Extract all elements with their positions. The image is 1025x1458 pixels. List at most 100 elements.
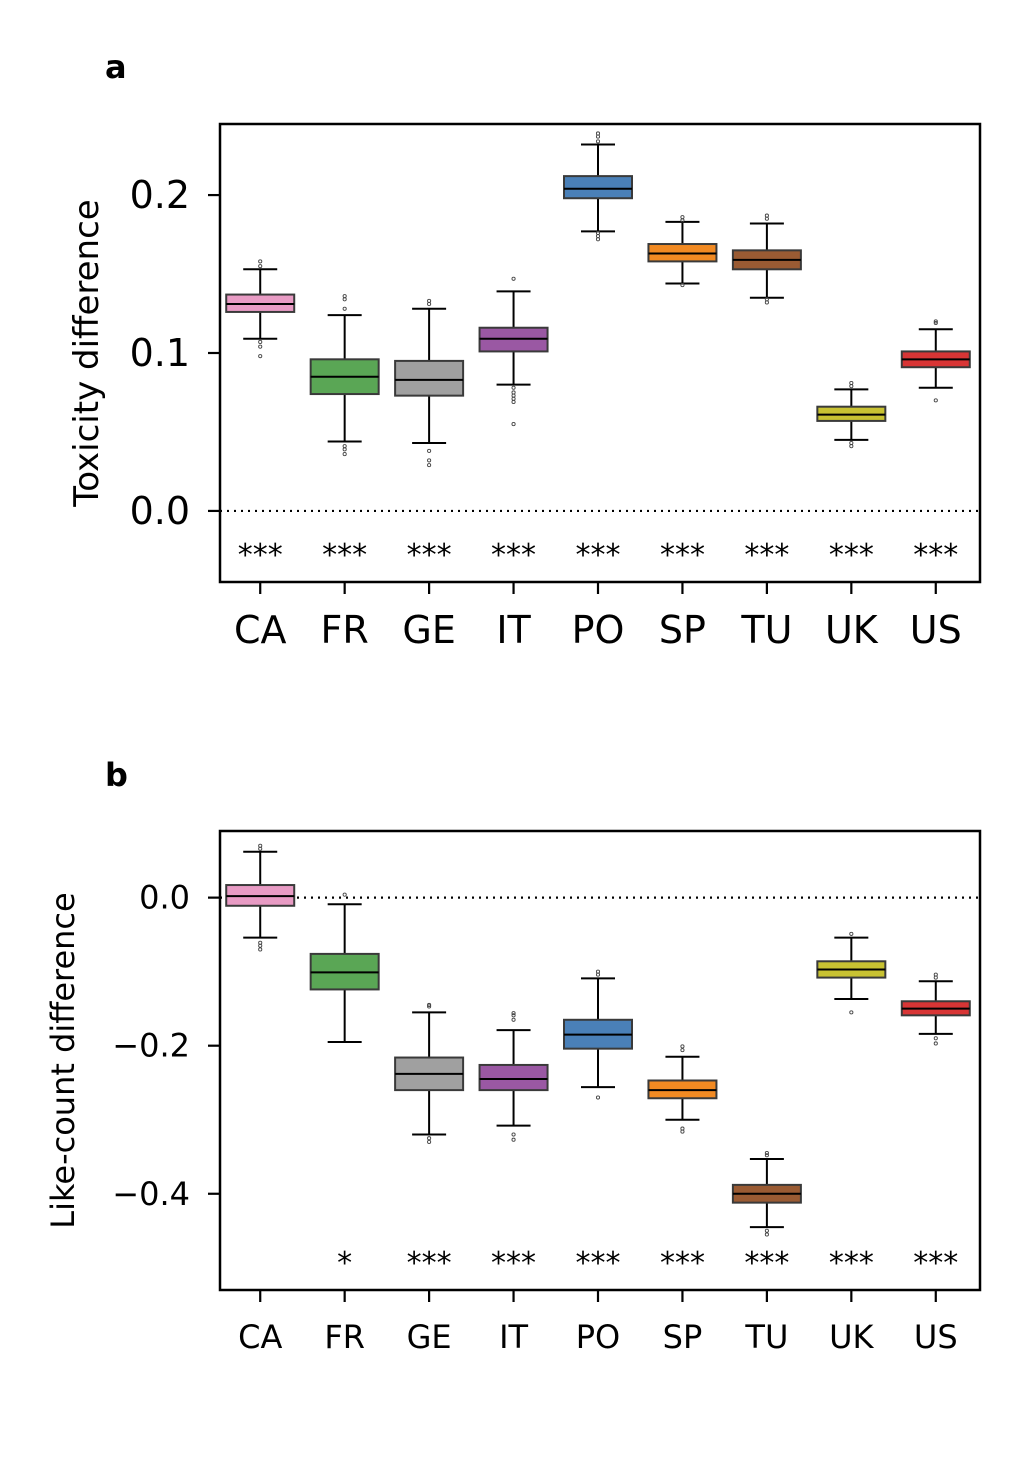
flier-point xyxy=(258,843,263,848)
flier-point xyxy=(595,230,601,236)
axes-frame xyxy=(218,829,982,1292)
flier-point xyxy=(595,1095,601,1100)
flier-point xyxy=(933,1036,938,1041)
significance-label: *** xyxy=(576,1246,621,1281)
box-body xyxy=(563,175,633,200)
box-body xyxy=(478,1063,549,1092)
flier-point xyxy=(680,283,685,288)
x-tick-label: IT xyxy=(499,1318,528,1356)
box-ge: *** xyxy=(394,1002,465,1281)
significance-label: *** xyxy=(491,1246,536,1281)
flier-point xyxy=(427,463,432,468)
flier-point xyxy=(849,931,854,936)
box-uk: *** xyxy=(816,931,887,1281)
x-tick-label: FR xyxy=(321,608,369,652)
x-tick-label: PO xyxy=(576,1318,620,1356)
significance-label: *** xyxy=(829,538,874,573)
flier-point xyxy=(342,306,347,311)
flier-point xyxy=(511,385,516,390)
panel-a-letter: a xyxy=(105,48,127,86)
x-tick-label: FR xyxy=(324,1318,365,1356)
flier-point xyxy=(933,319,938,324)
significance-label: *** xyxy=(407,538,452,573)
flier-point xyxy=(511,1013,516,1018)
box-tu: *** xyxy=(731,1150,802,1281)
significance-label: *** xyxy=(660,538,705,573)
flier-point xyxy=(427,1002,432,1008)
significance-label: *** xyxy=(829,1246,874,1281)
x-tick-label: GE xyxy=(402,608,455,652)
flier-point xyxy=(427,1139,432,1144)
box-po: *** xyxy=(563,131,633,573)
box-tu: *** xyxy=(731,213,802,573)
x-tick-label: UK xyxy=(825,608,879,652)
flier-point xyxy=(511,1132,516,1137)
flier-point xyxy=(764,297,769,302)
box-it: *** xyxy=(478,1011,549,1281)
flier-point xyxy=(258,354,263,359)
x-tick-label: CA xyxy=(238,1318,282,1356)
flier-point xyxy=(342,444,347,449)
x-tick-label: UK xyxy=(829,1318,874,1356)
flier-point xyxy=(258,339,263,344)
flier-point xyxy=(595,139,601,144)
flier-point xyxy=(933,320,938,326)
significance-label: *** xyxy=(744,1246,789,1281)
significance-label: *** xyxy=(491,538,536,573)
flier-point xyxy=(933,1041,938,1046)
flier-point xyxy=(849,1010,854,1015)
box-it: *** xyxy=(478,276,549,573)
y-axis-label: Like-count difference xyxy=(44,892,82,1228)
flier-point xyxy=(764,1232,769,1237)
x-tick-label: SP xyxy=(663,1318,703,1356)
box-sp: *** xyxy=(647,1044,718,1281)
flier-point xyxy=(764,1153,769,1158)
x-tick-label: TU xyxy=(744,1318,788,1356)
box-fr: * xyxy=(309,892,380,1281)
significance-label: *** xyxy=(913,1246,958,1281)
flier-point xyxy=(258,264,263,269)
y-tick-label: 0.0 xyxy=(139,879,190,917)
flier-point xyxy=(258,344,263,349)
significance-label: *** xyxy=(322,538,367,573)
significance-label: *** xyxy=(913,538,958,573)
y-axis-label: Toxicity difference xyxy=(67,199,107,507)
flier-point xyxy=(595,131,601,136)
flier-point xyxy=(342,452,347,457)
significance-label: *** xyxy=(238,538,283,573)
flier-point xyxy=(342,892,347,897)
x-tick-label: TU xyxy=(740,608,792,652)
box-us: *** xyxy=(900,319,971,573)
flier-point xyxy=(764,1228,769,1233)
flier-point xyxy=(258,259,263,264)
box-body xyxy=(394,359,465,397)
x-tick-label: CA xyxy=(234,608,287,652)
flier-point xyxy=(511,422,516,427)
box-fr: *** xyxy=(309,294,380,573)
chart-like-count-difference: * *** *** *** *** *** *** ***CA FR GE IT PO SP TU UK US… xyxy=(44,829,982,1356)
significance-label: *** xyxy=(744,538,789,573)
significance-label: *** xyxy=(576,538,621,573)
flier-point xyxy=(511,1017,516,1022)
flier-point xyxy=(680,1048,685,1053)
x-tick-label: PO xyxy=(572,608,625,652)
flier-point xyxy=(511,276,516,281)
flier-point xyxy=(764,213,769,218)
significance-label: * xyxy=(337,1246,352,1281)
flier-point xyxy=(427,458,432,463)
flier-point xyxy=(595,969,601,974)
box-uk: *** xyxy=(816,380,887,573)
x-tick-label: US xyxy=(910,608,962,652)
flier-point xyxy=(933,972,938,977)
x-tick-label: SP xyxy=(659,608,706,652)
y-tick-label: 0.1 xyxy=(130,331,190,375)
box-ge: *** xyxy=(394,298,465,573)
flier-point xyxy=(258,940,263,945)
x-tick-label: GE xyxy=(407,1318,452,1356)
y-tick-label: −0.2 xyxy=(112,1027,190,1065)
flier-point xyxy=(511,390,516,395)
flier-point xyxy=(680,215,685,220)
significance-label: *** xyxy=(407,1246,452,1281)
box-ca xyxy=(225,843,296,952)
